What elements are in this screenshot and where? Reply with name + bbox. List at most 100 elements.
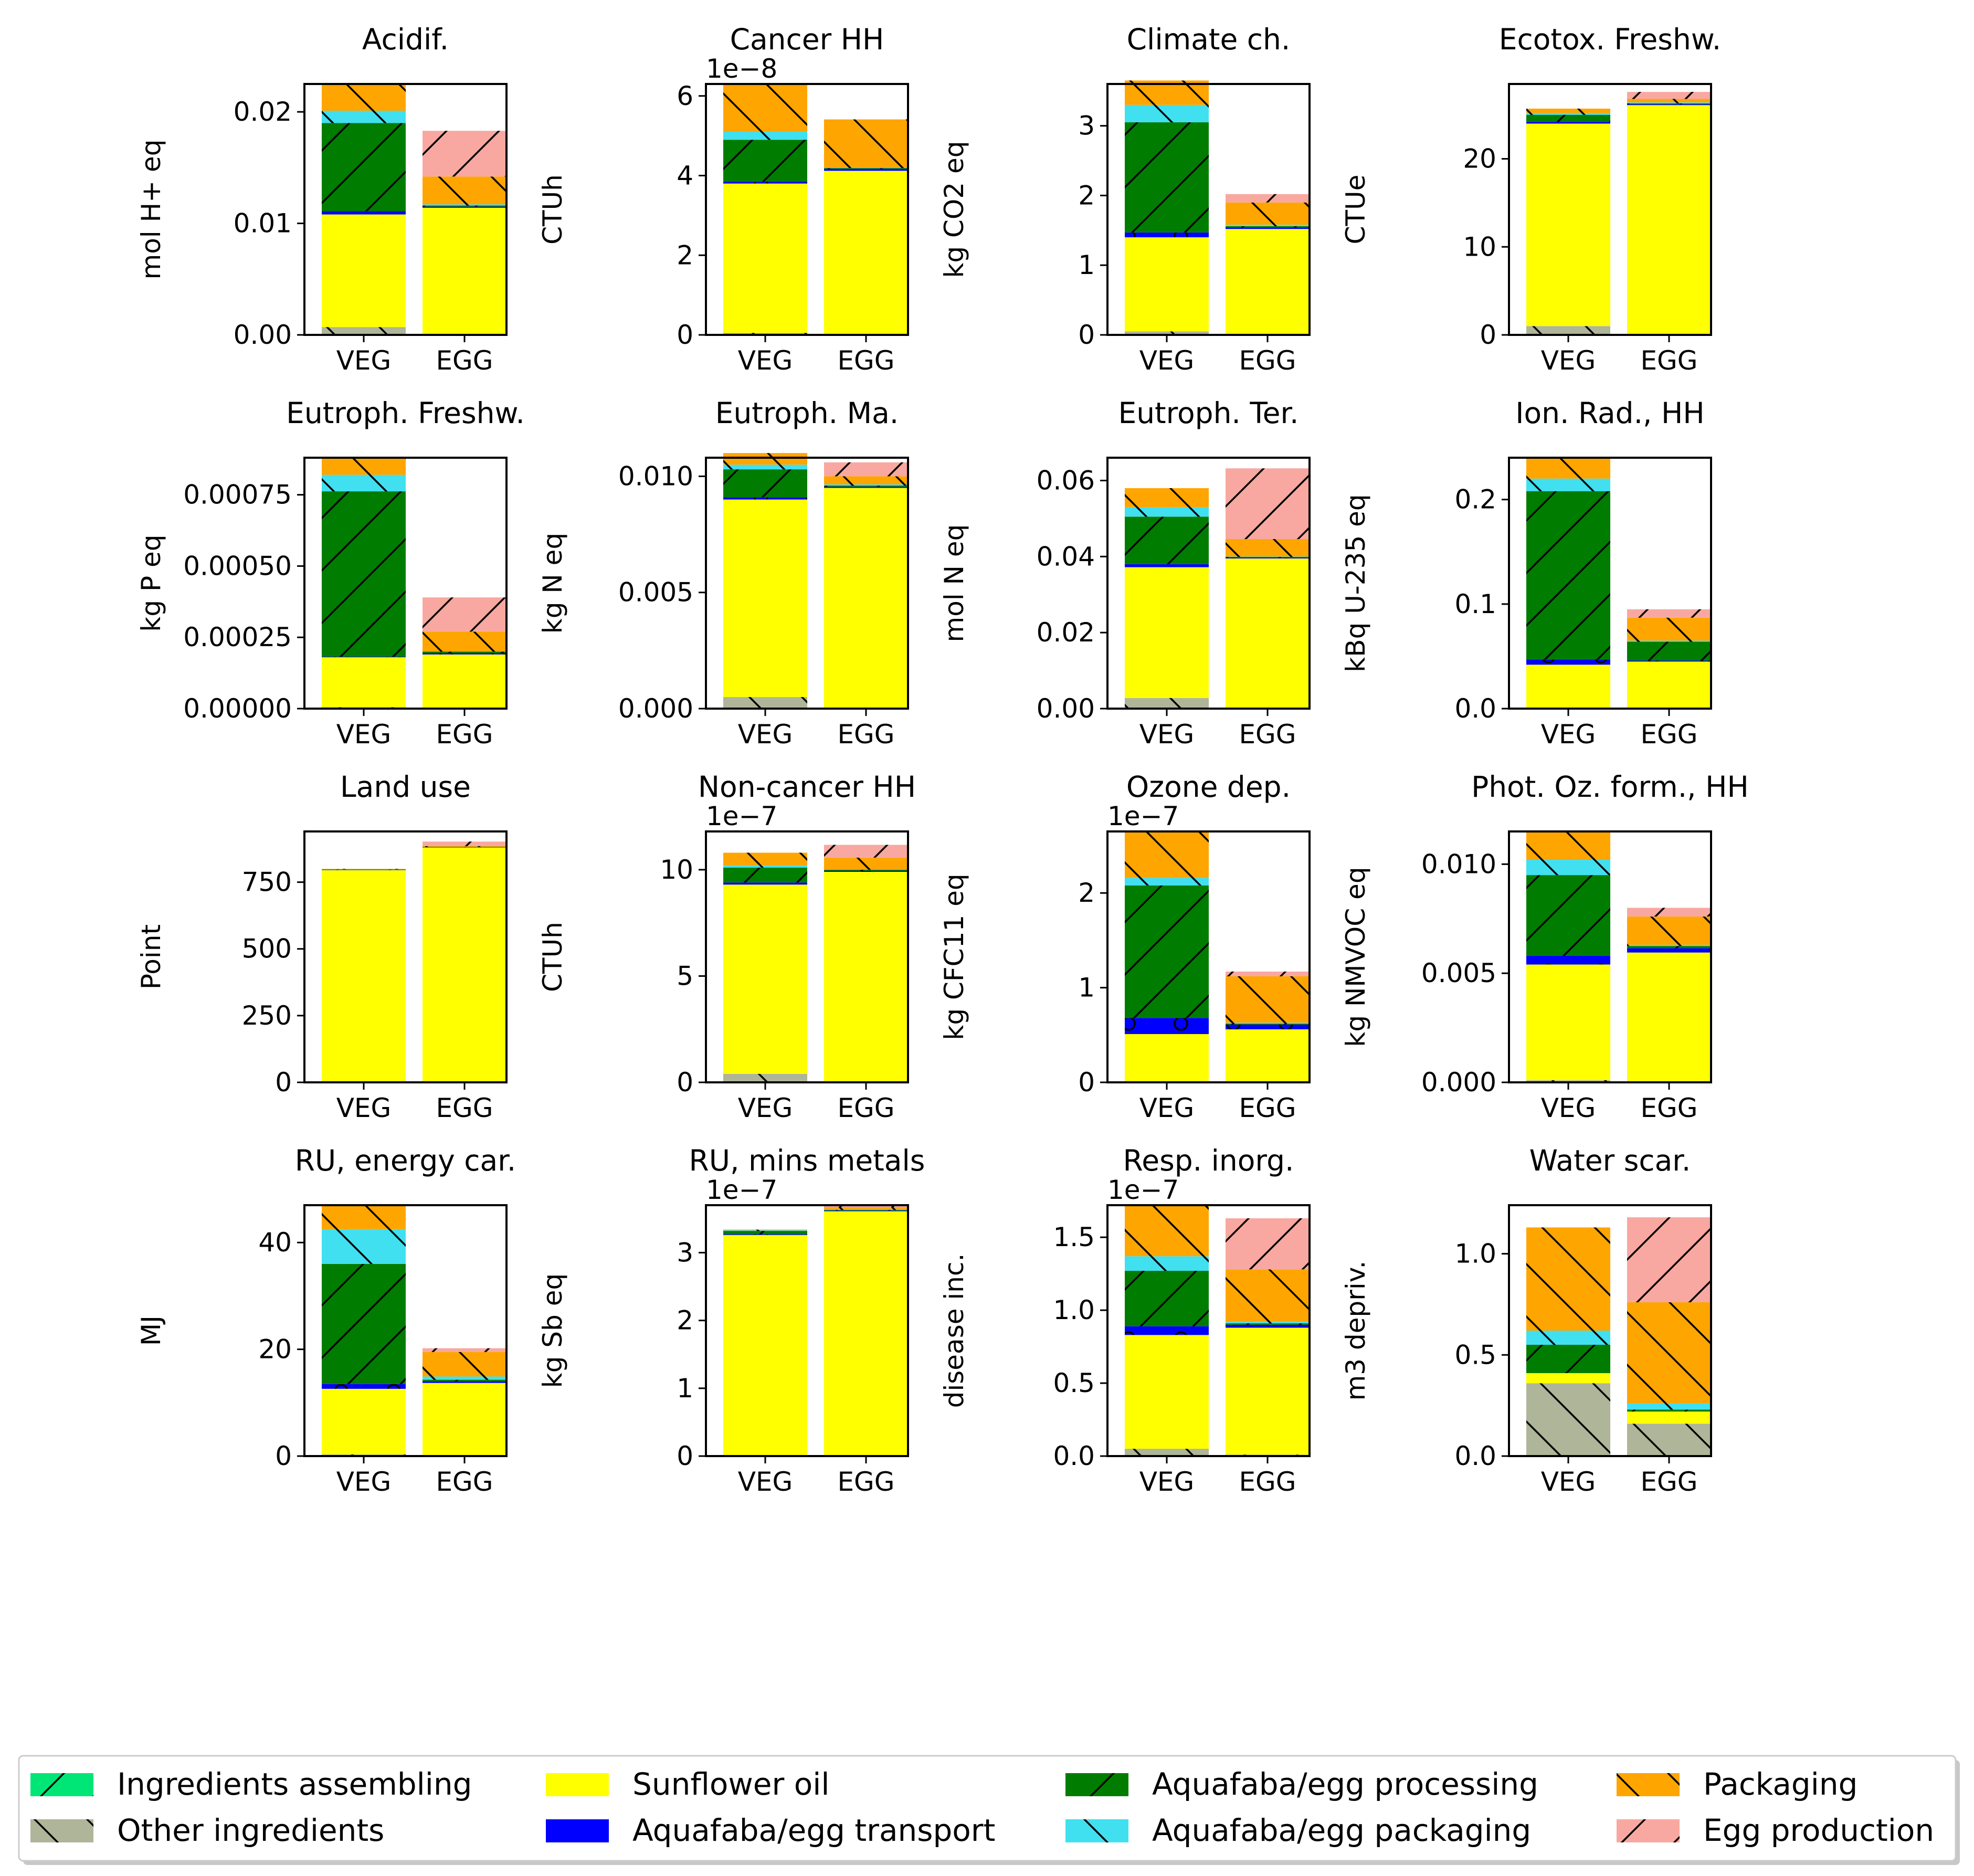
bar-segment-egg-packaging xyxy=(1627,1302,1711,1404)
bar-segment-veg-aquafaba-egg-transport xyxy=(1125,232,1209,238)
bar-segment-veg-sunflower-oil xyxy=(322,870,406,1082)
bar-segment-egg-packaging xyxy=(1226,1269,1310,1322)
bar-segment-egg-egg-production xyxy=(423,131,506,177)
legend-swatch xyxy=(30,1819,93,1842)
y-axis-label: CTUh xyxy=(537,922,568,992)
axis-offset-exponent: 1e−7 xyxy=(706,1175,777,1205)
panel-land-use: 0 250 500 750 VEG EGG Land use Point xyxy=(136,770,508,1123)
bar-segment-veg-sunflower-oil xyxy=(723,884,807,1074)
bar-segment-egg-aquafaba-egg-packaging xyxy=(1627,945,1711,946)
y-tick-label: 0 xyxy=(677,1067,693,1098)
y-tick-label: 0 xyxy=(275,1067,292,1098)
legend-item-aquafaba-egg-transport: Aquafaba/egg transport xyxy=(546,1812,995,1848)
legend-label: Ingredients assembling xyxy=(117,1766,472,1802)
bar-segment-veg-aquafaba-egg-processing xyxy=(1526,491,1610,660)
y-tick-label: 0.00050 xyxy=(183,551,292,581)
bar-segment-veg-aquafaba-egg-packaging xyxy=(1125,104,1209,123)
bar-segment-egg-aquafaba-egg-transport xyxy=(1627,660,1711,662)
y-tick-label: 0 xyxy=(1078,1067,1095,1098)
y-tick-label: 0 xyxy=(677,1441,693,1471)
y-tick-label: 10 xyxy=(1463,231,1496,262)
panel-eutroph-freshw: 0.00000 0.00025 0.00050 0.00075 VEG EGG Eutrop… xyxy=(136,396,525,750)
x-tick-label-veg: VEG xyxy=(1541,1093,1596,1123)
x-tick-label-veg: VEG xyxy=(738,1093,793,1123)
panel-title: Phot. Oz. form., HH xyxy=(1471,770,1749,804)
y-tick-label: 4 xyxy=(677,161,693,191)
bar-segment-egg-packaging xyxy=(824,1207,908,1209)
x-tick-label-egg: EGG xyxy=(837,345,894,376)
y-tick-label: 5 xyxy=(677,961,693,991)
y-axis-label: kg CFC11 eq xyxy=(939,873,969,1040)
bar-segment-egg-aquafaba-egg-transport xyxy=(1226,1324,1310,1328)
bar-segment-egg-sunflower-oil xyxy=(1627,661,1711,708)
y-tick-label: 0.005 xyxy=(618,577,693,608)
y-tick-label: 0.00075 xyxy=(183,480,292,510)
y-tick-label: 0.2 xyxy=(1454,484,1496,515)
x-tick-label-veg: VEG xyxy=(336,1467,392,1497)
bar-segment-egg-sunflower-oil xyxy=(423,207,506,335)
x-tick-label-veg: VEG xyxy=(1541,345,1596,376)
bar-segment-egg-packaging xyxy=(423,631,506,652)
axis-offset-exponent: 1e−7 xyxy=(706,801,777,831)
panel-title: Non-cancer HH xyxy=(698,770,916,804)
legend-label: Aquafaba/egg transport xyxy=(632,1812,995,1848)
legend-item-packaging: Packaging xyxy=(1617,1766,1857,1802)
legend-swatch xyxy=(1065,1773,1128,1796)
bar-segment-veg-packaging xyxy=(322,84,406,111)
legend-swatch xyxy=(546,1819,609,1842)
panel-ecotox-freshw: 0 10 20 VEG EGG Ecotox. Freshw. CTUe xyxy=(1340,23,1721,376)
bar-segment-egg-packaging xyxy=(423,1352,506,1377)
panel-ion-rad-hh: 0.0 0.1 0.2 VEG EGG Ion. Rad., HH kBq U-235 eq xyxy=(1340,396,1712,750)
bar-segment-egg-aquafaba-egg-processing xyxy=(824,869,908,871)
bar-segment-egg-aquafaba-egg-processing xyxy=(423,1379,506,1382)
bar-segment-egg-aquafaba-egg-packaging xyxy=(1226,1322,1310,1324)
x-tick-label-veg: VEG xyxy=(336,719,392,750)
bar-segment-egg-egg-production xyxy=(423,1348,506,1352)
bar-segment-egg-egg-production xyxy=(1627,908,1711,917)
x-tick-label-veg: VEG xyxy=(1139,1093,1195,1123)
bar-segment-egg-egg-production xyxy=(423,841,506,846)
y-tick-label: 2 xyxy=(677,1305,693,1336)
bar-segment-egg-aquafaba-egg-packaging xyxy=(423,204,506,206)
legend-swatch xyxy=(546,1773,609,1796)
y-axis-label: mol N eq xyxy=(939,524,969,642)
y-tick-label: 0.5 xyxy=(1053,1368,1095,1398)
bar-segment-veg-other-ingredients xyxy=(1125,1449,1209,1456)
axes-frame xyxy=(705,830,909,1083)
bar-segment-egg-aquafaba-egg-processing xyxy=(423,205,506,207)
panel-ru-mins-metals: 0 1 2 3 VEG EGG RU, mins metals kg Sb eq 1e−7 xyxy=(537,1144,925,1497)
y-tick-label: 1.0 xyxy=(1053,1295,1095,1325)
bar-segment-egg-sunflower-oil xyxy=(1627,105,1711,334)
bar-segment-egg-sunflower-oil xyxy=(1226,1327,1310,1455)
bar-segment-egg-packaging xyxy=(1627,916,1711,945)
panel-title: Climate ch. xyxy=(1127,23,1291,56)
bar-segment-veg-packaging xyxy=(322,1205,406,1229)
bar-segment-veg-aquafaba-egg-packaging xyxy=(723,865,807,868)
bar-segment-egg-aquafaba-egg-packaging xyxy=(1226,556,1310,557)
y-tick-label: 0.005 xyxy=(1421,958,1496,988)
bar-segment-egg-packaging xyxy=(1226,202,1310,225)
bar-segment-egg-aquafaba-egg-transport xyxy=(1226,1024,1310,1029)
y-tick-label: 1.0 xyxy=(1454,1239,1496,1269)
axes-frame xyxy=(1106,457,1311,710)
y-tick-label: 0.02 xyxy=(1037,617,1095,648)
axes-frame xyxy=(303,830,508,1083)
bar-segment-veg-aquafaba-egg-processing xyxy=(322,123,406,212)
legend-label: Sunflower oil xyxy=(632,1766,829,1802)
bar-segment-veg-packaging xyxy=(1526,831,1610,860)
bar-segment-veg-other-ingredients xyxy=(1526,1080,1610,1082)
bar-segment-veg-aquafaba-egg-packaging xyxy=(1526,860,1610,876)
bar-segment-egg-egg-production xyxy=(1226,1218,1310,1270)
y-axis-label: disease inc. xyxy=(939,1253,969,1408)
bar-segment-veg-sunflower-oil xyxy=(1526,964,1610,1080)
bar-segment-egg-aquafaba-egg-processing xyxy=(1226,226,1310,228)
y-axis-label: kg Sb eq xyxy=(537,1273,568,1388)
x-tick-label-egg: EGG xyxy=(436,345,493,376)
bar-segment-veg-aquafaba-egg-processing xyxy=(1125,517,1209,564)
bar-segment-egg-sunflower-oil xyxy=(824,871,908,1081)
panel-eutroph-ter: 0.00 0.02 0.04 0.06 VEG EGG Eutroph. Ter. mol N… xyxy=(939,396,1311,750)
bar-segment-veg-aquafaba-egg-packaging xyxy=(723,465,807,470)
x-tick-label-egg: EGG xyxy=(436,1467,493,1497)
y-tick-label: 0.00 xyxy=(234,320,292,350)
bar-segment-egg-egg-production xyxy=(1226,194,1310,203)
